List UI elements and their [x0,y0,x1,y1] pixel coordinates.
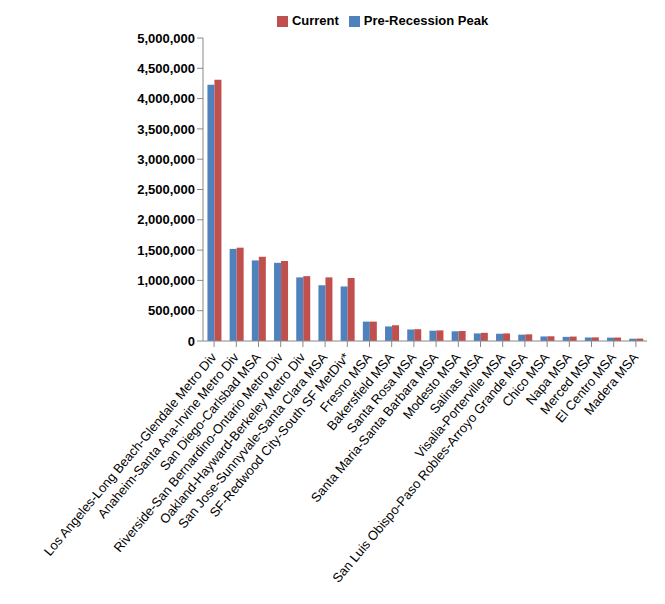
svg-text:1,500,000: 1,500,000 [137,243,195,258]
svg-text:Madera MSA: Madera MSA [581,350,641,418]
svg-text:Anaheim-Santa Ana-Irvine Metro: Anaheim-Santa Ana-Irvine Metro Div [94,349,242,522]
svg-text:Visalia-Porterville MSA: Visalia-Porterville MSA [412,350,509,461]
svg-text:San Luis Obispo-Paso Robles-Ar: San Luis Obispo-Paso Robles-Arroyo Grand… [329,350,530,586]
svg-text:El Centro MSA: El Centro MSA [552,349,620,426]
svg-text:3,000,000: 3,000,000 [137,152,195,167]
html-text:Pre-Recession Peak: Pre-Recession Peak [363,13,489,28]
svg-text:Modesto MSA: Modesto MSA [399,349,464,423]
svg-text:Salinas MSA: Salinas MSA [426,349,486,417]
svg-text:Merced MSA: Merced MSA [537,349,597,418]
svg-text:Oakland-Hayward-Berkeley Metro: Oakland-Hayward-Berkeley Metro Div [156,349,309,527]
svg-text:Santa Maria-Santa Barbara MSA: Santa Maria-Santa Barbara MSA [307,349,442,506]
svg-text:0: 0 [188,334,195,349]
svg-text:SF-Redwood City-South SF MetDi: SF-Redwood City-South SF MetDiv* [206,350,352,520]
svg-text:4,500,000: 4,500,000 [137,61,195,76]
svg-text:Los Angeles-Long Beach-Glendal: Los Angeles-Long Beach-Glendale Metro Di… [40,349,220,559]
svg-text:4,000,000: 4,000,000 [137,91,195,106]
svg-text:Bakersfield MSA: Bakersfield MSA [323,349,398,434]
svg-text:San Diego-Carlsbad MSA: San Diego-Carlsbad MSA [156,349,264,474]
svg-text:Santa Rosa MSA: Santa Rosa MSA [343,349,420,436]
svg-text:Fresno MSA: Fresno MSA [316,349,375,415]
html-text:Current: Current [291,13,339,28]
svg-text:3,500,000: 3,500,000 [137,122,195,137]
svg-text:San Jose-Sunnyvale-Santa Clara: San Jose-Sunnyvale-Santa Clara MSA [175,350,331,531]
svg-text:Riverside-San Bernardino-Ontar: Riverside-San Bernardino-Ontario Metro D… [110,349,287,555]
svg-text:500,000: 500,000 [148,303,195,318]
svg-text:2,000,000: 2,000,000 [137,212,195,227]
svg-text:2,500,000: 2,500,000 [137,182,195,197]
svg-text:5,000,000: 5,000,000 [137,31,195,46]
svg-text:Chico MSA: Chico MSA [499,349,553,410]
svg-text:1,000,000: 1,000,000 [137,273,195,288]
svg-text:Napa MSA: Napa MSA [522,349,575,408]
